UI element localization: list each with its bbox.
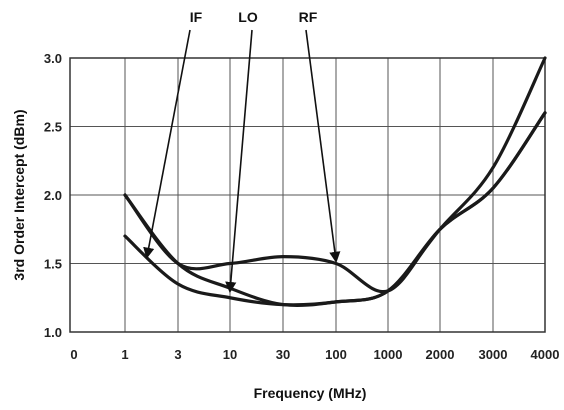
x-axis-label: Frequency (MHz) [254, 385, 367, 401]
annotations: IF LO RF [143, 9, 341, 294]
series-group [123, 56, 547, 308]
x-tick-label: 4000 [531, 347, 560, 362]
x-tick-label: 1000 [374, 347, 403, 362]
annotation-arrow-if [143, 29, 191, 259]
y-axis-ticks: 1.0 1.5 2.0 2.5 3.0 [44, 51, 62, 340]
x-tick-label: 1 [121, 347, 128, 362]
y-tick-label: 1.5 [44, 257, 62, 272]
x-tick-label: 3000 [479, 347, 508, 362]
x-tick-label: 0 [70, 347, 77, 362]
x-tick-label: 3 [174, 347, 181, 362]
annotation-label-if: IF [190, 9, 203, 25]
y-tick-label: 1.0 [44, 325, 62, 340]
y-tick-label: 2.5 [44, 120, 62, 135]
series-line-lo [123, 56, 547, 308]
y-tick-label: 3.0 [44, 51, 62, 66]
x-tick-label: 100 [325, 347, 347, 362]
x-axis-ticks: 0 1 3 10 30 100 1000 2000 3000 4000 [70, 347, 559, 362]
series-line-rf [123, 111, 547, 294]
annotation-label-lo: LO [238, 9, 258, 25]
x-tick-label: 2000 [426, 347, 455, 362]
annotation-arrow-lo [225, 29, 253, 294]
plot-frame [69, 57, 546, 333]
annotation-label-rf: RF [299, 9, 318, 25]
annotation-arrow-rf [305, 29, 341, 263]
x-tick-label: 10 [223, 347, 237, 362]
y-tick-label: 2.0 [44, 188, 62, 203]
series-line-if [123, 111, 547, 307]
y-axis-label: 3rd Order Intercept (dBm) [11, 109, 27, 280]
x-tick-label: 30 [276, 347, 290, 362]
